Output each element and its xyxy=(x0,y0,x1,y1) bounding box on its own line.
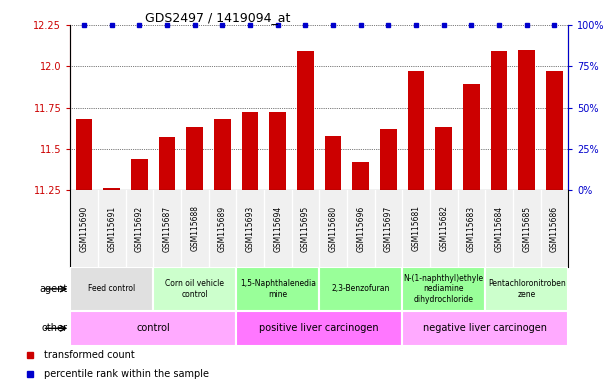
Bar xyxy=(297,51,313,190)
Text: GDS2497 / 1419094_at: GDS2497 / 1419094_at xyxy=(145,11,290,24)
Bar xyxy=(269,113,286,190)
Text: GSM115687: GSM115687 xyxy=(163,205,172,252)
Text: GSM115691: GSM115691 xyxy=(108,205,116,252)
Text: agent: agent xyxy=(39,284,67,294)
Text: GSM115692: GSM115692 xyxy=(135,205,144,252)
Bar xyxy=(408,71,425,190)
Bar xyxy=(546,71,563,190)
Bar xyxy=(518,50,535,190)
Text: 2,3-Benzofuran: 2,3-Benzofuran xyxy=(332,285,390,293)
Bar xyxy=(380,129,397,190)
Bar xyxy=(236,311,402,346)
Text: GSM115681: GSM115681 xyxy=(412,205,420,252)
Text: Pentachloronitroben
zene: Pentachloronitroben zene xyxy=(488,279,566,299)
Text: GSM115685: GSM115685 xyxy=(522,205,531,252)
Text: Feed control: Feed control xyxy=(88,285,136,293)
Text: control: control xyxy=(136,323,170,333)
Text: GSM115688: GSM115688 xyxy=(190,205,199,252)
Text: GSM115683: GSM115683 xyxy=(467,205,476,252)
Text: N-(1-naphthyl)ethyle
nediamine
dihydrochloride: N-(1-naphthyl)ethyle nediamine dihydroch… xyxy=(404,274,484,304)
Text: 1,5-Naphthalenedia
mine: 1,5-Naphthalenedia mine xyxy=(240,279,316,299)
Text: GSM115690: GSM115690 xyxy=(79,205,89,252)
Bar xyxy=(236,267,320,311)
Bar xyxy=(402,311,568,346)
Bar xyxy=(70,311,236,346)
Text: GSM115695: GSM115695 xyxy=(301,205,310,252)
Text: positive liver carcinogen: positive liver carcinogen xyxy=(260,323,379,333)
Bar xyxy=(159,137,175,190)
Text: other: other xyxy=(41,323,67,333)
Bar xyxy=(353,162,369,190)
Text: GSM115694: GSM115694 xyxy=(273,205,282,252)
Text: percentile rank within the sample: percentile rank within the sample xyxy=(45,369,210,379)
Bar xyxy=(131,159,148,190)
Bar xyxy=(491,51,507,190)
Text: GSM115696: GSM115696 xyxy=(356,205,365,252)
Text: GSM115689: GSM115689 xyxy=(218,205,227,252)
Bar xyxy=(485,267,568,311)
Bar xyxy=(186,127,203,190)
Bar xyxy=(70,267,153,311)
Bar xyxy=(463,84,480,190)
Bar xyxy=(214,119,231,190)
Bar xyxy=(325,136,342,190)
Text: negative liver carcinogen: negative liver carcinogen xyxy=(423,323,547,333)
Bar xyxy=(436,127,452,190)
Bar xyxy=(153,267,236,311)
Text: transformed count: transformed count xyxy=(45,350,135,360)
Bar xyxy=(402,267,485,311)
Bar xyxy=(76,119,92,190)
Bar xyxy=(103,189,120,190)
Bar xyxy=(320,267,402,311)
Text: GSM115684: GSM115684 xyxy=(494,205,503,252)
Text: GSM115697: GSM115697 xyxy=(384,205,393,252)
Text: Corn oil vehicle
control: Corn oil vehicle control xyxy=(165,279,224,299)
Bar xyxy=(242,113,258,190)
Text: GSM115682: GSM115682 xyxy=(439,205,448,252)
Text: GSM115680: GSM115680 xyxy=(329,205,338,252)
Text: GSM115686: GSM115686 xyxy=(550,205,559,252)
Text: GSM115693: GSM115693 xyxy=(246,205,255,252)
